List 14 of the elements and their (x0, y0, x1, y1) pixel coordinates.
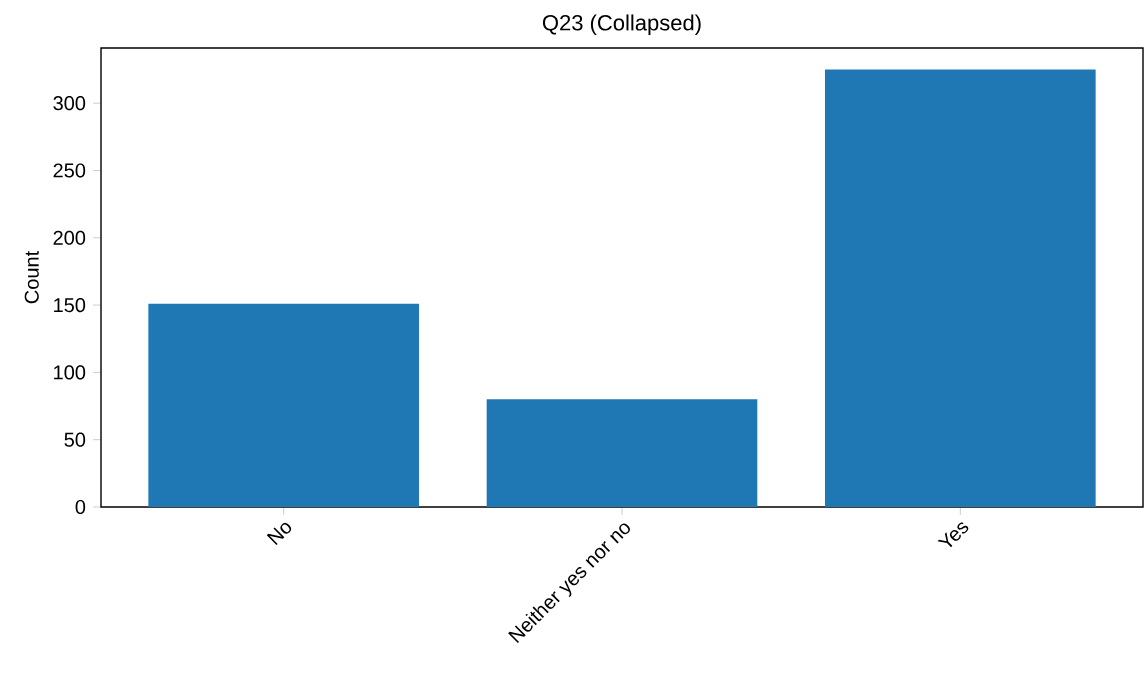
y-tick-label: 250 (53, 163, 86, 178)
y-tick-label: 200 (53, 230, 86, 245)
chart-title: Q23 (Collapsed) (542, 14, 701, 35)
bar (148, 303, 420, 507)
y-tick-label: 300 (53, 96, 86, 111)
bar (824, 69, 1096, 507)
bar (486, 399, 758, 507)
y-tick-label: 50 (64, 432, 86, 447)
y-tick-label: 100 (54, 365, 86, 380)
x-tick-label: No (266, 522, 292, 546)
y-axis-title: Count (24, 250, 39, 304)
x-tick-label: Yes (937, 522, 969, 548)
y-tick-label: 0 (75, 499, 86, 515)
y-tick-label: 150 (54, 298, 86, 313)
